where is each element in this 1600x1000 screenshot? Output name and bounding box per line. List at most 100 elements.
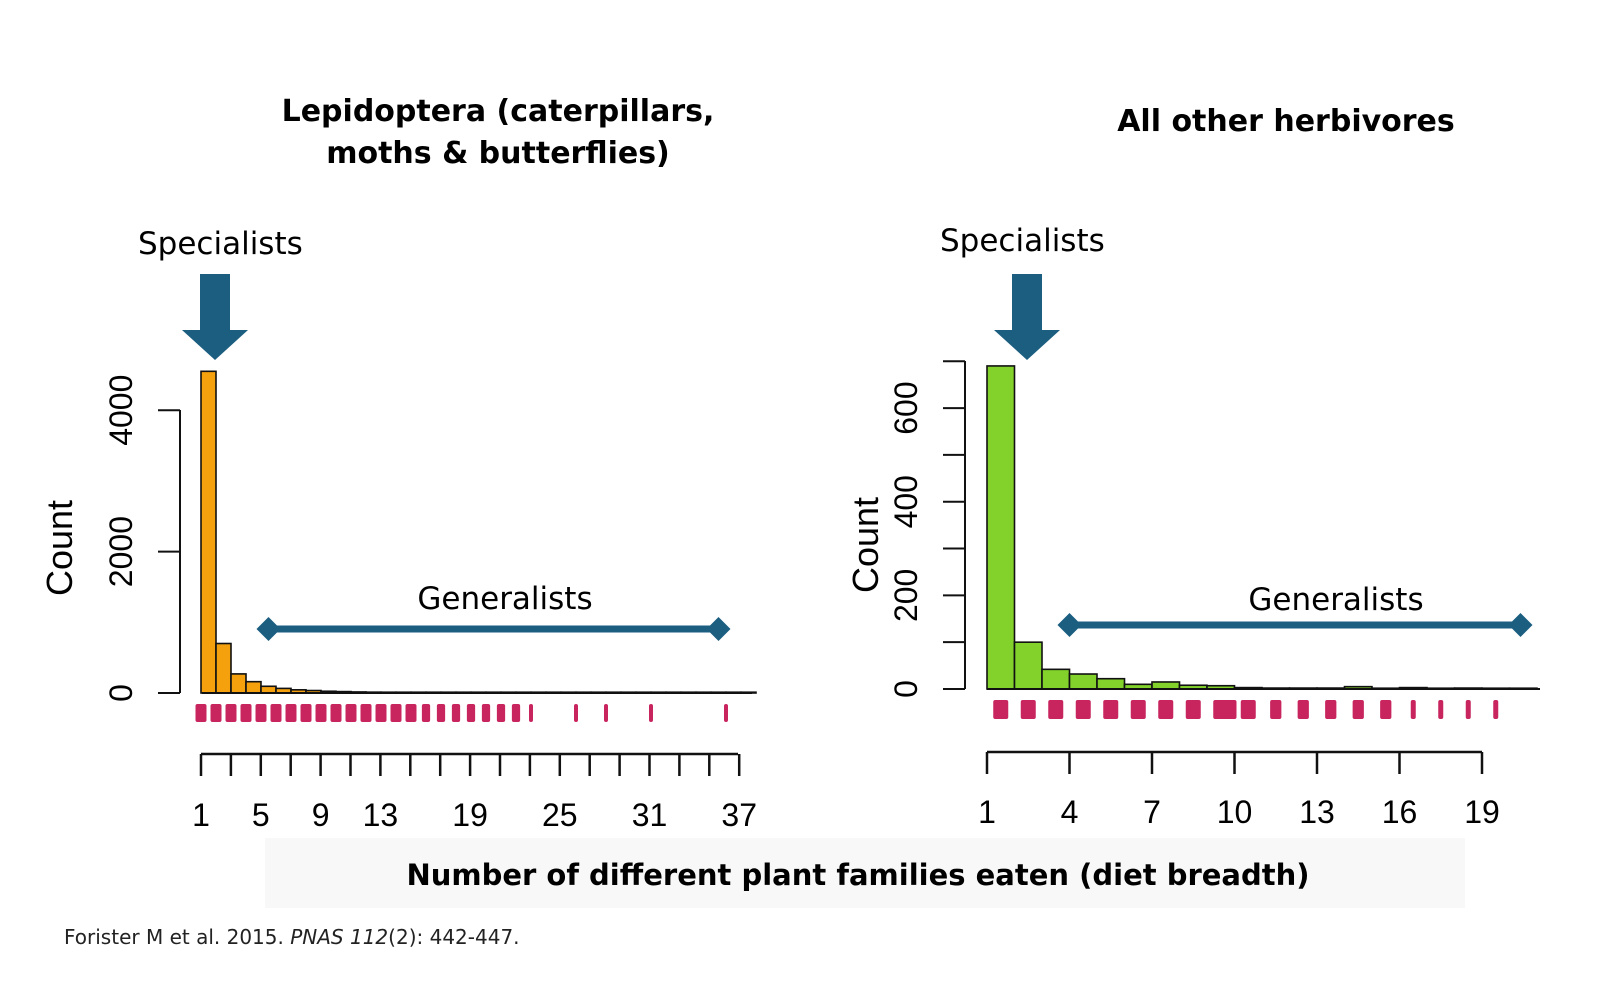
x-tick-label: 1 [978,794,996,830]
rug-mark [993,700,1009,719]
rug-mark [195,704,207,722]
rug-mark [1020,700,1036,719]
generalists-diamond [1508,613,1533,637]
left-y-axis: 0 2000 4000 [103,375,181,702]
histogram-bar [1068,673,1098,690]
panel-other-herbivores: All other herbivores Specialists General… [845,104,1540,830]
y-tick-label: 2000 [103,516,139,587]
left-specialists-label: Specialists [138,226,303,262]
histogram-bar [1041,668,1071,690]
histogram-bar [200,370,217,694]
y-tick-label: 600 [888,381,924,434]
rug-mark [451,704,461,722]
histogram-bar [986,365,1016,690]
left-specialists-arrow [182,274,248,360]
generalists-diamond [706,617,731,641]
rug-mark [1352,700,1364,719]
rug-mark [466,704,476,722]
left-generalists-label: Generalists [417,581,592,617]
rug-mark [390,704,402,722]
rug-mark [405,704,417,722]
generalists-diamond [1057,613,1082,637]
rug-mark [421,704,431,722]
citation-pages: (2): 442-447. [388,925,520,949]
right-bars [986,365,1540,690]
x-tick-label: 31 [632,797,668,833]
left-x-axis: 1 5 9 13 19 25 31 37 [192,752,757,833]
rug-mark [1158,700,1174,719]
rug-mark [1325,700,1337,719]
rug-mark [529,704,533,722]
rug-mark [300,704,312,722]
x-tick-label: 10 [1217,794,1253,830]
rug-mark [315,704,327,722]
y-tick-label: 0 [888,680,924,698]
histogram-bar [1096,677,1126,690]
y-tick-label: 0 [103,684,139,702]
x-tick-label: 4 [1061,794,1079,830]
right-y-axis-label: Count [845,497,886,593]
rug-mark [1380,700,1392,719]
right-specialists-label: Specialists [940,223,1105,259]
rug-mark [1240,700,1256,719]
rug-mark [496,704,506,722]
right-title: All other herbivores [1117,104,1455,139]
x-tick-label: 25 [542,797,578,833]
rug-mark [436,704,446,722]
rug-mark [649,704,653,722]
rug-mark [330,704,342,722]
histogram-bar [230,673,247,694]
rug-mark [240,704,252,722]
rug-mark [1103,700,1119,719]
rug-mark [481,704,491,722]
rug-mark [1297,700,1309,719]
x-tick-label: 16 [1382,794,1418,830]
x-tick-label: 7 [1143,794,1161,830]
right-generalists-range [1057,613,1533,637]
rug-mark [210,704,222,722]
rug-mark [285,704,297,722]
x-axis-label: Number of different plant families eaten… [406,858,1309,892]
citation-volume: 112 [349,925,389,949]
histogram-bar [260,685,277,694]
panel-lepidoptera: Lepidoptera (caterpillars, moths & butte… [39,94,757,833]
rug-mark [1465,700,1471,719]
right-y-axis: 0 200 400 600 [888,360,966,698]
left-bars [200,370,757,694]
rug-mark [1270,700,1282,719]
citation-authors: Forister M et al. 2015. [64,925,291,949]
y-tick-label: 200 [888,569,924,622]
x-tick-label: 19 [452,797,488,833]
right-rug [993,700,1499,719]
x-tick-label: 1 [192,797,210,833]
x-tick-label: 37 [721,797,757,833]
right-x-axis: 1 4 7 10 13 16 19 [978,750,1500,830]
right-specialists-arrow [994,274,1060,360]
rug-mark [1130,700,1146,719]
rug-mark [1410,700,1416,719]
rug-mark [225,704,237,722]
x-tick-label: 9 [312,797,330,833]
rug-mark [511,704,521,722]
rug-mark [1438,700,1444,719]
left-y-axis-label: Count [39,500,80,596]
histogram-bar [1013,641,1043,690]
citation-journal: PNAS [290,925,344,949]
left-title-line-2: moths & butterflies) [326,136,670,171]
left-rug [195,704,728,722]
citation: Forister M et al. 2015. PNAS 112(2): 442… [64,925,520,949]
x-tick-label: 13 [363,797,399,833]
rug-mark [270,704,282,722]
right-generalists-label: Generalists [1248,582,1423,618]
rug-mark [375,704,387,722]
y-tick-label: 400 [888,475,924,528]
rug-mark [1221,700,1237,719]
x-tick-label: 19 [1464,794,1500,830]
x-tick-label: 13 [1299,794,1335,830]
rug-mark [1185,700,1201,719]
histogram-bar [215,642,232,694]
y-tick-label: 4000 [103,375,139,446]
rug-mark [724,704,728,722]
rug-mark [604,704,608,722]
